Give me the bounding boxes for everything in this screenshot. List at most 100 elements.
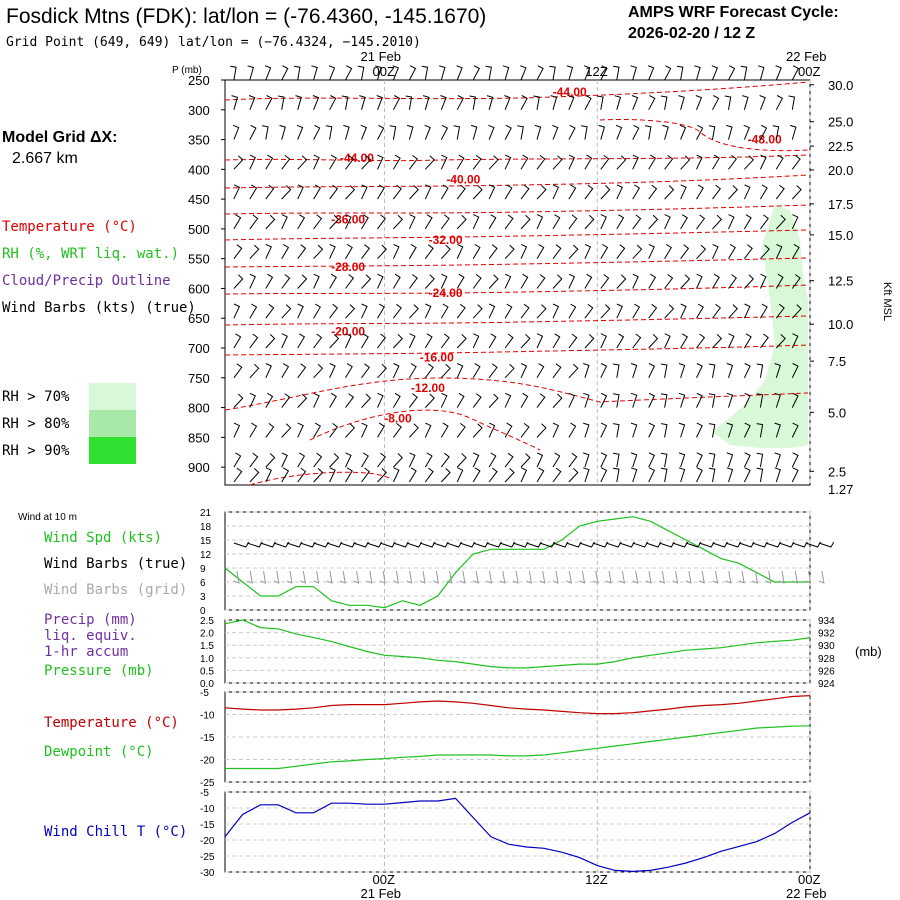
wind-barb [536,65,544,81]
wind-barb [584,95,592,111]
wind-barb [456,214,467,230]
temperature-contour [249,471,393,486]
wind-barb [281,467,290,483]
wind-barb [488,155,499,170]
top-date-label: 22 Feb [786,49,826,64]
wind-barb [345,155,355,170]
wind-barb [456,453,467,468]
wind-panel-title: Wind at 10 m [18,512,77,523]
wind-barb [297,184,304,200]
wind-barb [375,65,382,81]
wind-barb [360,124,368,140]
wind-barb [791,333,799,349]
legend-temperature: Temperature (°C) [2,219,137,235]
wind-speed-line [224,516,810,609]
wind-barb [433,541,449,548]
wind-barb [424,274,435,289]
wind-barb [743,184,751,200]
rh-legend-label: RH > 70% [2,389,70,405]
wind-barb [233,214,242,230]
wind-barb [312,95,320,110]
wind-barb [680,333,688,349]
wind-barb [775,214,786,230]
height-tick-label: 5.0 [828,405,846,420]
wind-barb [472,65,480,81]
wind-barbs [230,65,802,483]
wind-barb [393,541,409,548]
wind-barb [424,467,434,483]
wind-barb [744,155,755,170]
wind-barb [664,214,671,230]
wind-barb [600,467,608,483]
wind-barb [499,570,506,584]
wind-barb [260,541,276,548]
wind-barb [281,243,290,259]
wind-barb [278,95,285,110]
panel-tick-label: -5 [200,688,209,699]
wind-barb [759,95,766,110]
wind-barb [409,274,418,289]
wind-barb [472,304,483,319]
height-tick-label: 22.5 [828,139,853,154]
wind-barb [297,244,307,259]
wind-barb [662,124,669,140]
wind-barb [361,274,372,289]
wind-barb [470,124,478,140]
wind-barb [619,570,626,584]
wind-barb [616,155,627,170]
wind-barb [616,274,627,289]
wind-barb [672,570,679,584]
wind-barb [472,467,481,483]
wind-barb [504,273,512,289]
pressure-right-tick-label: 930 [818,641,835,652]
wind-barb [645,570,652,584]
wind-barbs-grid-label: Wind Barbs (grid) [44,582,187,598]
pressure-right-tick-label: 932 [818,629,835,640]
wind-barb [504,95,511,110]
wind-barb [440,124,449,140]
wind-barb [456,303,466,319]
pressure-axis-title: P (mb) [172,65,202,76]
wind-barb [421,65,429,81]
wind-barb [676,65,684,81]
wind-barb [534,124,542,140]
wind-barb [672,541,689,548]
wind-barb [632,154,639,170]
wind-barb [613,65,620,81]
pressure-line [224,619,811,669]
wind-barb [313,541,330,548]
wind-barb [680,303,687,319]
wind-barb [696,244,707,260]
temperature-contour-label: -44.00 [340,151,374,165]
wind-barb [743,214,752,230]
wind-barb [648,184,658,200]
height-tick-label: 15.0 [828,228,853,243]
height-tick-label: 17.5 [828,197,853,212]
wind-barb [592,541,609,548]
wind-barb [361,184,368,200]
wind-barb [616,303,623,319]
panel-tick-label: 2.0 [200,629,214,640]
wind-barb [630,65,637,81]
wind-barb [724,95,732,110]
panel-tick-label: 12 [200,550,212,561]
wind-barb [775,65,782,81]
cross-section-frame [224,79,811,486]
wind-barb [600,243,609,259]
rh-region [712,205,808,448]
wind-barb [281,185,292,200]
wind-barb [552,541,569,548]
height-tick-label: 2.5 [828,464,846,479]
wind-barb [568,214,578,230]
wind-barb [473,541,489,548]
wind-barb [630,363,638,378]
wind-barb [440,468,451,483]
wind-barb [488,393,499,408]
wind-barb [424,393,435,408]
wind-barb [456,273,465,289]
wind-barb [313,124,321,140]
pressure-tick-label: 350 [188,133,210,148]
wind-barb [393,303,402,319]
wind-barb [680,244,690,259]
wind-barb [377,422,385,438]
